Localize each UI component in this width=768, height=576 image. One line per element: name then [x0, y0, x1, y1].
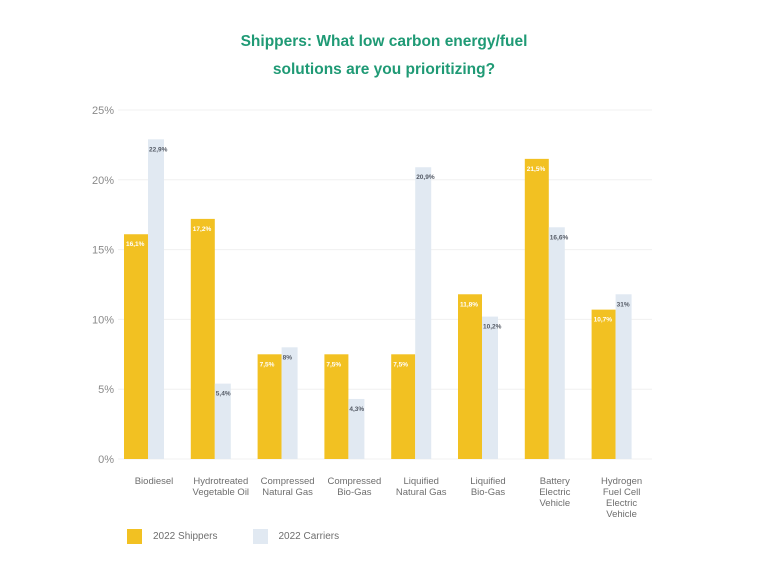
x-tick-label: Battery	[540, 476, 570, 487]
data-label-carriers: 8%	[283, 354, 293, 361]
data-label-carriers: 31%	[617, 301, 630, 308]
x-tick-label: Fuel Cell	[603, 487, 641, 498]
x-tick-label: Compressed	[327, 476, 381, 487]
bar-carriers	[615, 294, 632, 459]
legend-swatch-shippers	[127, 529, 142, 544]
data-label-shippers: 16,1%	[126, 241, 145, 248]
data-label-shippers: 11,8%	[460, 301, 478, 308]
x-tick-label: Electric	[539, 487, 570, 498]
bar-carriers	[415, 167, 432, 459]
legend: 2022 Shippers 2022 Carriers	[127, 529, 374, 544]
bar-carriers	[214, 383, 231, 459]
data-label-shippers: 10,7%	[594, 317, 613, 324]
data-label-shippers: 21,5%	[527, 166, 546, 173]
y-tick-label: 5%	[98, 384, 114, 396]
bar-shippers	[458, 294, 482, 459]
bar-shippers	[190, 218, 215, 459]
x-tick-label: Vehicle	[539, 498, 570, 509]
x-tick-label: Vegetable Oil	[193, 487, 250, 498]
bar-shippers	[524, 158, 549, 460]
y-axis: 0% 5% 10% 15% 20% 25%	[92, 105, 114, 466]
x-tick-label: Bio-Gas	[471, 487, 506, 498]
x-tick-label: Liquified	[470, 476, 505, 487]
bar-carriers	[482, 316, 498, 459]
bar-shippers	[591, 309, 616, 459]
bar-carriers	[348, 398, 365, 459]
bar-carriers	[148, 139, 164, 460]
x-tick-label: Compressed	[261, 476, 315, 487]
legend-label-shippers: 2022 Shippers	[153, 531, 218, 542]
y-tick-label: 20%	[92, 175, 114, 187]
legend-swatch-carriers	[252, 529, 268, 544]
legend-item-carriers[interactable]: 2022 Carriers	[252, 529, 340, 544]
y-tick-label: 0%	[98, 454, 114, 466]
x-tick-label: Liquified	[404, 476, 439, 487]
legend-item-shippers[interactable]: 2022 Shippers	[127, 529, 218, 544]
data-label-carriers: 16,6%	[550, 234, 569, 241]
bar-carriers	[281, 347, 298, 459]
bar-shippers	[324, 354, 349, 459]
data-label-carriers: 20,9%	[416, 174, 435, 181]
x-tick-label: Natural Gas	[262, 487, 313, 498]
chart-title-line-1: Shippers: What low carbon energy/fuel	[240, 33, 528, 50]
bar-carriers	[548, 227, 565, 459]
y-tick-label: 10%	[92, 314, 114, 326]
x-tick-label: Hydrotreated	[193, 476, 248, 487]
legend-label-carriers: 2022 Carriers	[278, 531, 340, 542]
data-label-carriers: 5,4%	[216, 391, 231, 398]
x-tick-label: Biodiesel	[135, 476, 174, 487]
bar-shippers	[124, 234, 148, 459]
bars	[124, 139, 632, 460]
x-tick-label: Bio-Gas	[337, 487, 372, 498]
data-label-shippers: 7,5%	[326, 361, 341, 368]
x-tick-label: Electric	[606, 498, 637, 509]
x-tick-label: Vehicle	[606, 509, 637, 520]
data-labels: 16,1% 22,9% 17,2% 5,4% 7,5% 8% 7,5% 4,3% 7,5% 20,…	[126, 146, 630, 413]
chart-title-line-2: solutions are you prioritizing?	[272, 61, 496, 78]
bar-shippers	[257, 354, 282, 459]
chart-title: Shippers: What low carbon energy/fuel so…	[0, 28, 768, 84]
data-label-carriers: 4,3%	[349, 406, 364, 413]
y-tick-label: 25%	[92, 105, 114, 117]
data-label-carriers: 22,9%	[149, 146, 168, 153]
data-label-shippers: 17,2%	[193, 226, 212, 233]
data-label-shippers: 7,5%	[260, 361, 275, 368]
data-label-shippers: 7,5%	[393, 361, 408, 368]
x-tick-label: Hydrogen	[601, 476, 642, 487]
y-tick-label: 15%	[92, 245, 114, 257]
bar-shippers	[391, 354, 416, 459]
x-tick-label: Natural Gas	[396, 487, 447, 498]
data-label-carriers: 10,2%	[483, 324, 502, 331]
